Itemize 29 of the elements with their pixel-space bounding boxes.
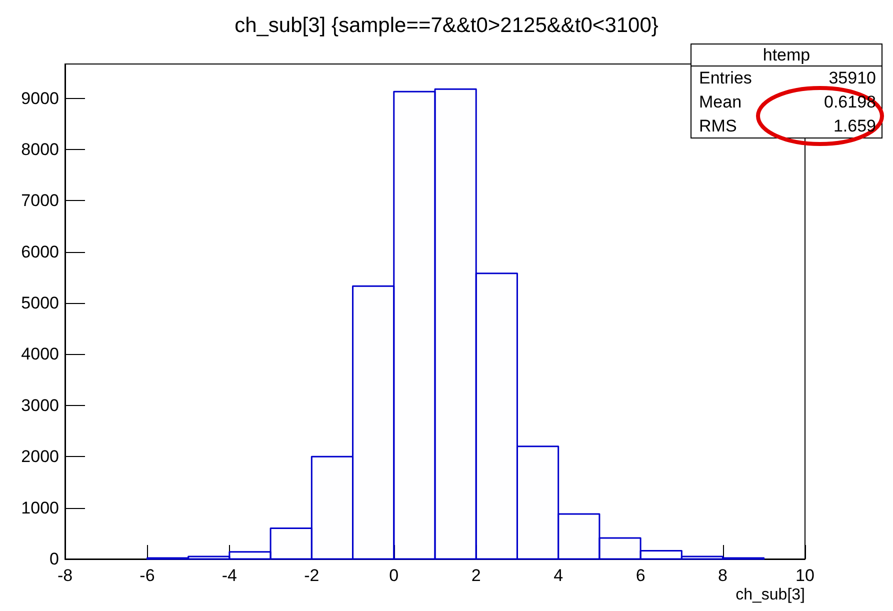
x-tick-label: -8 — [57, 566, 73, 585]
y-tick-label: 8000 — [21, 140, 59, 159]
annotation: Entries — [699, 68, 752, 88]
y-tick-label: 2000 — [21, 447, 59, 466]
x-tick-label: 4 — [554, 566, 564, 585]
y-tick-label: 0 — [50, 550, 59, 568]
annotation: htemp — [762, 46, 810, 64]
x-tick-label: -2 — [304, 566, 320, 585]
text: 0.6198 — [824, 92, 876, 112]
x-tick-label: 0 — [389, 566, 399, 585]
x-tick-label: 6 — [636, 566, 646, 585]
y-tick-label: 4000 — [21, 344, 59, 364]
x-tick-label: 8 — [718, 566, 728, 585]
x-tick-label: -4 — [222, 566, 238, 585]
y-tick-label: 6000 — [21, 242, 59, 262]
y-tick-label: 7000 — [21, 191, 59, 210]
y-tick-label: 9000 — [21, 88, 59, 108]
text: 1.659 — [833, 116, 876, 136]
x-tick-label: 2 — [471, 566, 481, 585]
annotation: RMS — [699, 116, 737, 136]
x-tick-label: -6 — [140, 566, 155, 585]
x-tick-label: 10 — [796, 566, 814, 585]
y-tick-label: 3000 — [21, 396, 59, 415]
y-tick-label: 1000 — [21, 498, 59, 518]
chart-title: ch_sub[3] {sample==7&&t0>2125&&t0<3100} — [234, 14, 658, 37]
text: 35910 — [828, 68, 876, 88]
y-tick-label: 5000 — [21, 294, 59, 313]
annotation: Mean — [699, 92, 742, 112]
x-axis-title: ch_sub[3] — [736, 586, 805, 604]
